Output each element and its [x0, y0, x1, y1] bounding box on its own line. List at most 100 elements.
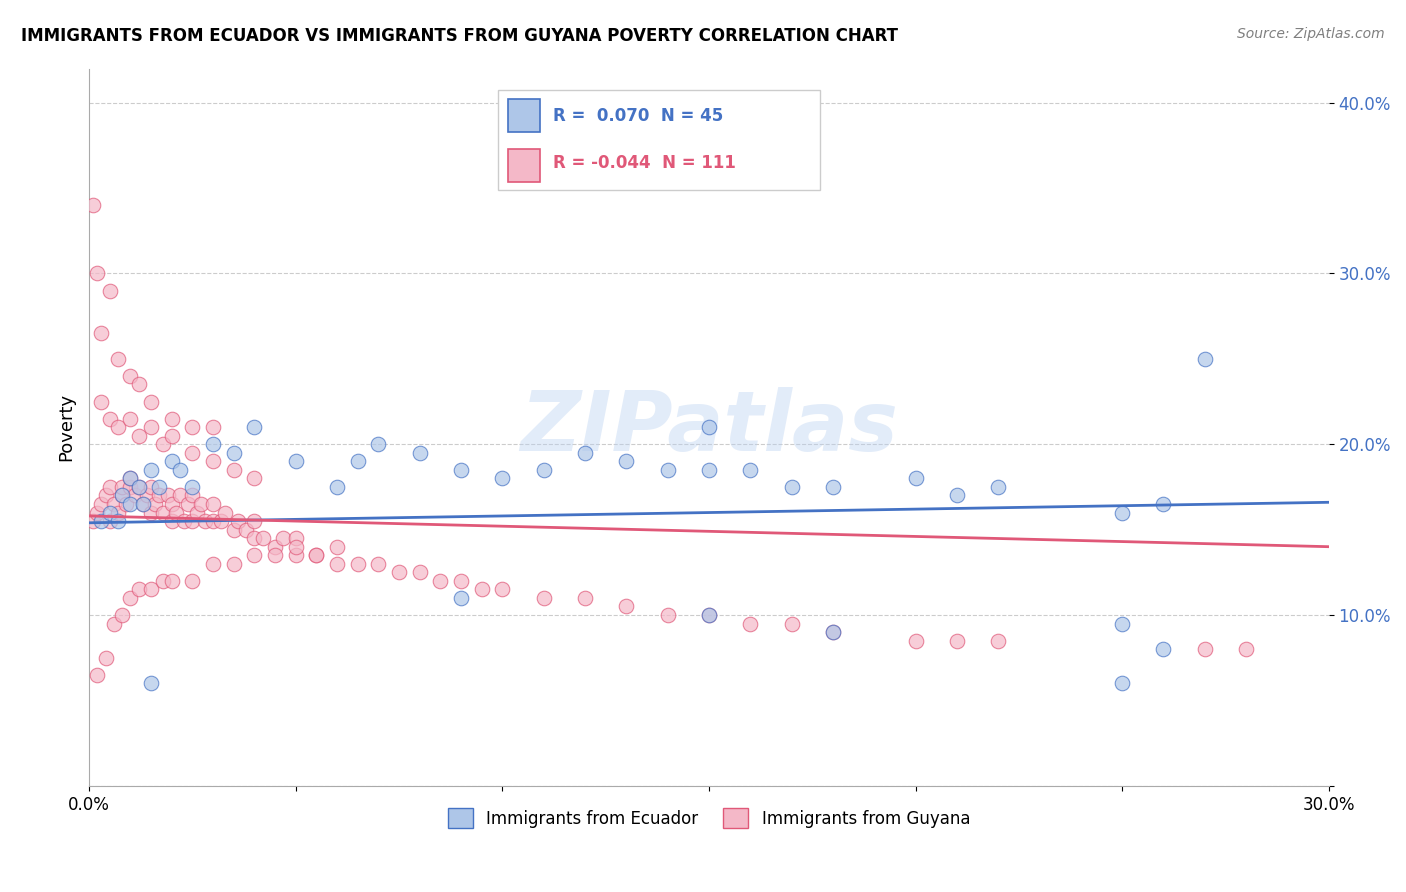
Point	[160, 454, 183, 468]
Point	[284, 548, 307, 562]
Point	[194, 514, 217, 528]
Point	[202, 437, 225, 451]
Point	[111, 480, 134, 494]
Point	[904, 471, 927, 485]
Point	[165, 506, 187, 520]
Point	[326, 540, 349, 554]
Point	[222, 557, 245, 571]
Point	[305, 548, 328, 562]
Point	[1194, 642, 1216, 657]
Point	[160, 428, 183, 442]
Point	[209, 514, 232, 528]
Point	[152, 437, 174, 451]
Point	[284, 454, 307, 468]
Point	[697, 463, 720, 477]
Point	[614, 454, 637, 468]
Point	[904, 633, 927, 648]
Point	[90, 514, 112, 528]
Point	[132, 497, 155, 511]
Point	[94, 650, 117, 665]
Point	[657, 463, 679, 477]
Point	[181, 574, 204, 588]
Point	[82, 514, 104, 528]
Point	[271, 531, 294, 545]
Point	[222, 523, 245, 537]
Text: ZIPatlas: ZIPatlas	[520, 386, 898, 467]
Text: IMMIGRANTS FROM ECUADOR VS IMMIGRANTS FROM GUYANA POVERTY CORRELATION CHART: IMMIGRANTS FROM ECUADOR VS IMMIGRANTS FR…	[21, 27, 898, 45]
Point	[450, 591, 472, 605]
Text: Source: ZipAtlas.com: Source: ZipAtlas.com	[1237, 27, 1385, 41]
Point	[107, 351, 129, 366]
Point	[139, 463, 162, 477]
Point	[574, 591, 596, 605]
Point	[697, 420, 720, 434]
Point	[132, 497, 155, 511]
Point	[264, 548, 287, 562]
Point	[346, 557, 368, 571]
Point	[491, 471, 513, 485]
Point	[98, 514, 121, 528]
Point	[120, 471, 142, 485]
Point	[821, 480, 844, 494]
Point	[697, 607, 720, 622]
Point	[243, 514, 266, 528]
Point	[214, 506, 236, 520]
Point	[235, 523, 257, 537]
Point	[107, 420, 129, 434]
Point	[367, 437, 389, 451]
Point	[346, 454, 368, 468]
Point	[107, 514, 129, 528]
Point	[491, 582, 513, 597]
Point	[120, 411, 142, 425]
Point	[326, 480, 349, 494]
Point	[139, 506, 162, 520]
Point	[160, 514, 183, 528]
Point	[1194, 351, 1216, 366]
Point	[98, 411, 121, 425]
Point	[1153, 497, 1175, 511]
Point	[103, 616, 125, 631]
Point	[160, 574, 183, 588]
Point	[284, 531, 307, 545]
Point	[148, 488, 170, 502]
Point	[1153, 642, 1175, 657]
Point	[120, 480, 142, 494]
Point	[128, 480, 150, 494]
Point	[429, 574, 451, 588]
Point	[139, 394, 162, 409]
Point	[408, 566, 430, 580]
Point	[1111, 506, 1133, 520]
Point	[120, 591, 142, 605]
Point	[98, 284, 121, 298]
Point	[190, 497, 212, 511]
Point	[160, 497, 183, 511]
Point	[82, 198, 104, 212]
Point	[1111, 676, 1133, 690]
Point	[614, 599, 637, 614]
Point	[657, 607, 679, 622]
Point	[946, 488, 969, 502]
Point	[202, 454, 225, 468]
Point	[284, 540, 307, 554]
Point	[152, 506, 174, 520]
Point	[128, 480, 150, 494]
Point	[821, 625, 844, 640]
Point	[111, 488, 134, 502]
Point	[186, 506, 208, 520]
Point	[740, 463, 762, 477]
Point	[120, 368, 142, 383]
Point	[1234, 642, 1257, 657]
Point	[533, 591, 555, 605]
Point	[169, 488, 191, 502]
Point	[135, 488, 157, 502]
Point	[107, 506, 129, 520]
Point	[86, 267, 108, 281]
Point	[86, 667, 108, 681]
Point	[139, 480, 162, 494]
Point	[1111, 616, 1133, 631]
Point	[124, 488, 146, 502]
Point	[98, 480, 121, 494]
Point	[222, 446, 245, 460]
Point	[946, 633, 969, 648]
Point	[152, 574, 174, 588]
